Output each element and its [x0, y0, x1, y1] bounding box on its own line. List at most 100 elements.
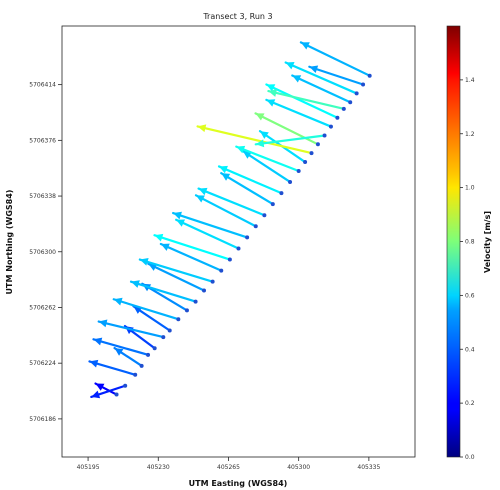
y-axis-ticks: 5706186 5706224 5706262 5706300 5706338 57063…	[29, 82, 62, 423]
vector-origin	[367, 73, 372, 78]
vector-arrow	[254, 112, 320, 147]
x-tick-label: 405230	[147, 464, 170, 471]
y-tick-label: 5706376	[29, 137, 56, 144]
vector-shaft	[254, 112, 320, 146]
vector-shaft	[284, 61, 358, 95]
vector-head	[221, 173, 231, 181]
x-tick-label: 405195	[77, 464, 100, 471]
y-tick-label: 5706300	[29, 249, 56, 256]
vector-arrow	[88, 359, 138, 377]
vector-shaft	[265, 98, 333, 128]
vector-shaft	[172, 211, 249, 239]
vector-shaft	[220, 172, 274, 206]
x-tick-label: 405335	[357, 464, 380, 471]
vector-shaft	[97, 320, 165, 339]
vector-origin	[309, 151, 314, 156]
vector-origin	[210, 279, 215, 284]
colorbar-tick-label: 1.2	[465, 131, 475, 138]
colorbar-tick-label: 1.4	[465, 77, 475, 84]
vector-origin	[253, 224, 258, 229]
colorbar-tick-label: 1.0	[465, 185, 475, 192]
vector-shaft	[235, 145, 300, 173]
vector-arrow	[217, 165, 284, 196]
vector-head	[148, 263, 158, 271]
vector-shaft	[129, 280, 197, 303]
vector-arrow	[220, 172, 275, 207]
vector-head	[236, 145, 246, 154]
vector-head	[95, 383, 105, 391]
vector-head	[130, 280, 140, 288]
vector-arrow	[308, 65, 366, 87]
vector-arrow	[291, 74, 353, 105]
vector-origin	[335, 115, 340, 120]
vector-origin	[202, 288, 207, 293]
vector-shaft	[112, 298, 180, 321]
vector-arrow	[153, 233, 232, 262]
vector-origin	[139, 363, 144, 368]
vector-origin	[279, 191, 284, 196]
vector-arrow	[265, 98, 333, 129]
vector-head	[139, 258, 149, 266]
vector-origin	[123, 383, 128, 388]
vector-shaft	[254, 134, 326, 146]
vector-head	[266, 84, 276, 92]
vector-arrow	[197, 187, 267, 218]
colorbar-label: Velocity [m/s]	[483, 211, 492, 273]
vector-arrow	[92, 337, 151, 357]
vector-origin	[219, 268, 224, 273]
vector-shaft	[159, 242, 223, 272]
vector-head	[91, 390, 101, 399]
x-tick-label: 405265	[217, 464, 240, 471]
vector-head	[93, 337, 103, 346]
vector-origin	[270, 202, 275, 207]
vector-head	[255, 139, 265, 148]
vector-head	[268, 89, 278, 97]
vector-arrow	[267, 89, 346, 111]
vector-arrow	[194, 194, 258, 229]
vector-shaft	[265, 83, 339, 119]
vector-arrow	[265, 83, 340, 120]
vector-head	[285, 62, 295, 70]
vector-origin	[114, 392, 119, 397]
vector-origin	[184, 308, 189, 313]
vector-shaft	[308, 65, 365, 86]
vector-origin	[152, 346, 157, 351]
vector-shaft	[138, 258, 214, 283]
vector-origin	[146, 352, 151, 357]
colorbar-tick-label: 0.6	[465, 292, 475, 299]
vector-arrow	[284, 61, 359, 96]
vector-head	[98, 319, 108, 328]
vector-head	[266, 99, 276, 107]
vector-origin	[348, 100, 353, 105]
vector-origin	[262, 213, 267, 218]
y-tick-label: 5706262	[29, 304, 56, 311]
vector-shaft	[267, 89, 345, 110]
vector-origin	[315, 142, 320, 147]
x-axis-label: UTM Easting (WGS84)	[189, 479, 288, 488]
vector-shaft	[241, 149, 292, 184]
vector-head	[113, 297, 123, 306]
vector-shaft	[194, 194, 257, 228]
x-axis-ticks: 405195 405230 405265 405300 405335	[77, 457, 381, 471]
vector-arrow	[112, 297, 181, 322]
vector-shaft	[299, 41, 371, 77]
vector-origin	[193, 299, 198, 304]
vector-arrow	[94, 382, 119, 397]
colorbar	[446, 25, 461, 458]
vector-shaft	[153, 234, 231, 261]
vector-origin	[341, 106, 346, 111]
vector-origin	[296, 168, 301, 173]
vector-shaft	[197, 187, 266, 217]
vector-head	[292, 75, 302, 83]
vector-head	[173, 211, 182, 220]
colorbar-tick-label: 0.4	[465, 346, 475, 353]
vector-origin	[245, 235, 250, 240]
vector-arrow	[138, 258, 215, 284]
vector-arrow	[235, 145, 301, 173]
vector-shaft	[92, 338, 150, 356]
vector-origin	[361, 82, 366, 87]
vector-shaft	[147, 262, 206, 292]
vector-arrow	[159, 242, 224, 273]
vector-origin	[161, 335, 166, 340]
vector-arrow	[175, 218, 241, 251]
